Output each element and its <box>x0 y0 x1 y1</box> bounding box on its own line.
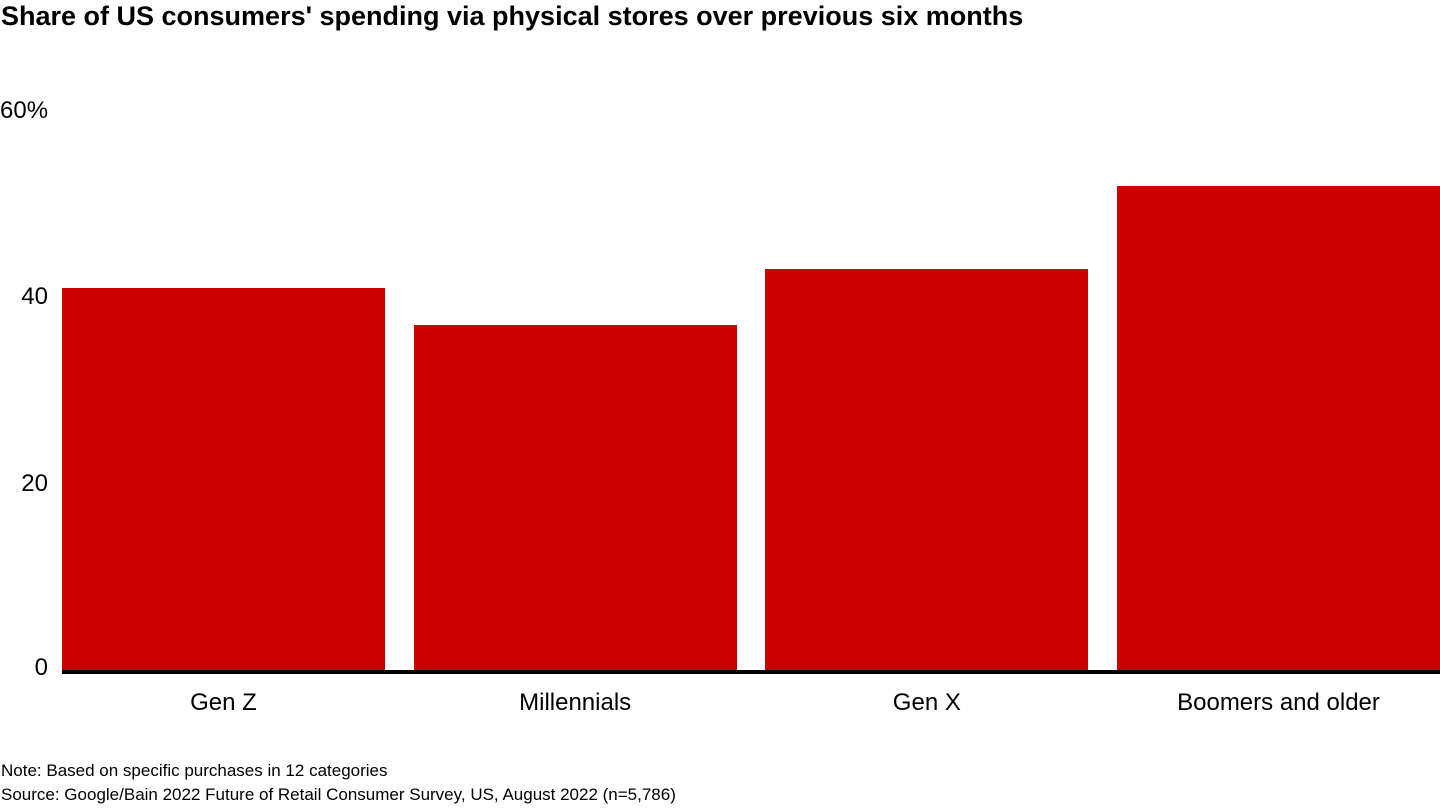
x-axis-line <box>62 670 1440 674</box>
y-tick-label-20: 20 <box>21 469 48 497</box>
category-label-gen-z: Gen Z <box>190 689 257 716</box>
bar-boomers-and-older <box>1117 186 1440 670</box>
chart-note: Note: Based on specific purchases in 12 … <box>1 761 388 780</box>
category-label-gen-x: Gen X <box>892 689 961 716</box>
chart-title: Share of US consumers' spending via phys… <box>1 1 1024 31</box>
chart-source: Source: Google/Bain 2022 Future of Retai… <box>1 785 676 804</box>
category-label-boomers-and-older: Boomers and older <box>1177 689 1380 716</box>
bar-gen-z <box>62 288 385 670</box>
chart-footnote: Note: Based on specific purchases in 12 … <box>1 759 676 807</box>
y-tick-label-40: 40 <box>21 283 48 311</box>
category-label-millennials: Millennials <box>519 689 632 716</box>
y-tick-label-0: 0 <box>34 654 48 681</box>
bar-gen-x <box>765 269 1089 670</box>
bar-millennials <box>413 325 737 670</box>
y-tick-label-60: 60% <box>0 97 49 124</box>
